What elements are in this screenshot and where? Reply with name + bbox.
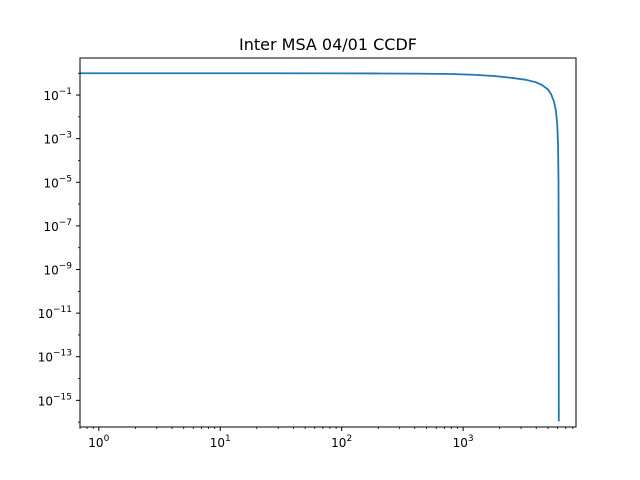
chart-title: Inter MSA 04/01 CCDF <box>239 35 417 54</box>
y-tick-label: 10−1 <box>43 87 72 103</box>
y-tick-label-base: 10 <box>43 89 58 103</box>
y-tick-label: 10−5 <box>43 174 72 190</box>
x-tick-label: 103 <box>453 434 474 450</box>
plot-frame <box>79 57 577 428</box>
ccdf-series-line <box>80 72 560 422</box>
x-tick-label: 101 <box>210 434 231 450</box>
y-tick-label-exponent: −9 <box>59 262 73 272</box>
y-tick-label: 10−15 <box>38 392 72 408</box>
y-tick-label-exponent: −1 <box>59 87 72 97</box>
y-tick-label-exponent: −15 <box>53 392 72 402</box>
y-tick-label-base: 10 <box>38 307 53 321</box>
y-tick-label-exponent: −13 <box>53 349 72 359</box>
y-tick-label-base: 10 <box>43 220 58 234</box>
series-layer <box>80 72 560 422</box>
y-tick-label-base: 10 <box>38 351 53 365</box>
y-tick-label-exponent: −3 <box>59 131 72 141</box>
x-tick-label-exponent: 0 <box>104 434 110 444</box>
y-tick-label-base: 10 <box>43 264 58 278</box>
x-tick-label-base: 10 <box>453 436 468 450</box>
x-tick-label-exponent: 2 <box>346 434 352 444</box>
x-tick-label: 100 <box>88 434 109 450</box>
y-tick-label-exponent: −11 <box>53 305 72 315</box>
y-tick-label-base: 10 <box>43 176 58 190</box>
x-axis-minor-ticks <box>79 427 574 429</box>
x-axis: 100 101 102 103 <box>88 427 474 450</box>
x-tick-label: 102 <box>331 434 352 450</box>
y-tick-label-exponent: −7 <box>59 218 72 228</box>
x-tick-label-exponent: 3 <box>468 434 474 444</box>
x-tick-label-base: 10 <box>210 436 225 450</box>
y-tick-label-base: 10 <box>43 133 58 147</box>
y-tick-label: 10−3 <box>43 131 72 147</box>
y-tick-label: 10−13 <box>38 349 72 365</box>
y-tick-label-base: 10 <box>38 394 53 408</box>
x-tick-label-base: 10 <box>88 436 103 450</box>
x-tick-label-exponent: 1 <box>225 434 231 444</box>
y-tick-label: 10−9 <box>43 262 72 278</box>
y-tick-label: 10−11 <box>38 305 72 321</box>
y-tick-label-exponent: −5 <box>59 174 72 184</box>
x-tick-label-base: 10 <box>331 436 346 450</box>
y-tick-label: 10−7 <box>43 218 72 234</box>
